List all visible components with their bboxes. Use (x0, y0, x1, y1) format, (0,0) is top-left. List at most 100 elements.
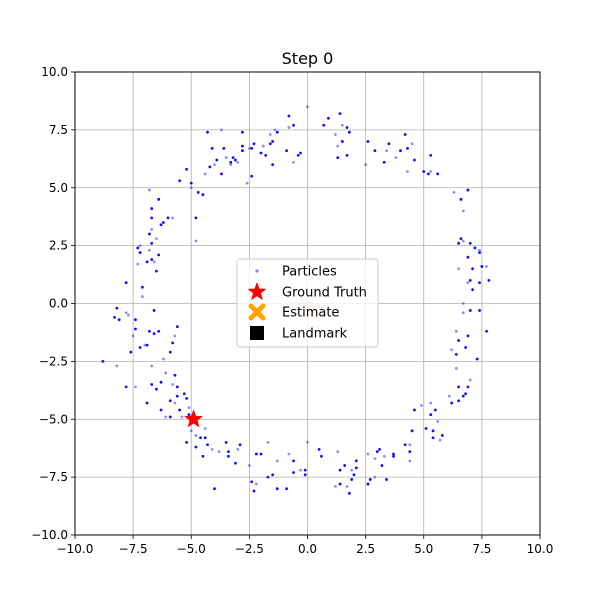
particle-point (138, 251, 142, 254)
particle-point (199, 436, 202, 440)
particle-point (320, 454, 323, 458)
particle-point (468, 241, 472, 245)
particle-point (392, 452, 395, 456)
particle-point (206, 130, 209, 134)
y-tick-label: −7.5 (39, 470, 68, 484)
particle-point (461, 302, 465, 305)
particle-point (203, 427, 207, 430)
particle-point (254, 482, 258, 486)
particle-point (336, 450, 340, 454)
particle-point (366, 482, 370, 486)
particle-point (136, 262, 140, 266)
particle-point (124, 281, 128, 285)
particle-point (303, 468, 307, 472)
particle-point (487, 278, 491, 282)
particle-point (459, 237, 463, 241)
particles-series (101, 105, 491, 495)
particle-point (150, 216, 154, 220)
particle-point (208, 165, 212, 169)
particle-point (399, 149, 402, 153)
particle-point (241, 144, 244, 148)
particle-point (408, 443, 412, 447)
particle-point (340, 140, 344, 143)
particle-point (194, 434, 198, 437)
particle-point (185, 397, 189, 400)
particle-point (285, 487, 288, 491)
particle-point (454, 366, 458, 370)
particle-point (466, 281, 470, 285)
particle-point (410, 429, 414, 433)
y-tick-label: 7.5 (49, 123, 68, 137)
particle-point (433, 408, 437, 412)
particle-point (245, 181, 249, 185)
y-tick-label: 0.0 (49, 297, 68, 311)
particle-point (150, 241, 154, 245)
particle-point (334, 484, 337, 488)
particle-point (338, 468, 342, 472)
particle-point (150, 207, 154, 210)
legend-swatch-ground-truth (247, 282, 267, 301)
particle-point (148, 329, 151, 333)
particle-point (478, 281, 481, 285)
legend-swatch-estimate (248, 303, 266, 321)
particle-point (340, 123, 344, 127)
particle-point (189, 186, 193, 190)
x-tick-label: 5.0 (414, 542, 433, 556)
particle-point (275, 487, 279, 491)
particle-point (164, 371, 168, 375)
particle-point (364, 163, 368, 167)
particle-point (220, 128, 223, 132)
particle-point (148, 232, 151, 236)
particle-point (471, 288, 474, 292)
particle-point (287, 114, 291, 118)
particle-point (408, 459, 412, 463)
particle-point (145, 343, 149, 347)
particle-point (350, 478, 354, 481)
particle-point (457, 385, 461, 389)
particle-point (261, 144, 265, 148)
particle-point (236, 447, 240, 451)
particle-point (429, 170, 433, 173)
particle-point (292, 459, 295, 463)
particle-point (252, 142, 256, 146)
particle-point (150, 258, 154, 261)
particle-point (454, 353, 458, 356)
particle-point (148, 248, 151, 252)
particle-point (292, 471, 295, 474)
particle-point (271, 473, 275, 477)
particle-point (406, 170, 409, 173)
particle-point (306, 441, 309, 444)
particle-point (159, 408, 163, 412)
particle-point (392, 454, 395, 458)
particle-point (413, 408, 416, 412)
y-tick-label: 2.5 (49, 239, 68, 253)
particle-point (152, 260, 156, 264)
particle-point (473, 246, 477, 250)
particle-point (247, 464, 251, 467)
particle-point (292, 123, 295, 127)
particle-point (373, 457, 377, 461)
particle-point (189, 181, 193, 185)
particle-point (480, 265, 484, 268)
particle-point (475, 357, 479, 361)
legend-swatch-landmark (250, 326, 264, 340)
y-tick-label: 5.0 (49, 181, 68, 195)
particle-point (215, 158, 219, 162)
particle-point (459, 197, 463, 201)
particle-point (427, 172, 430, 176)
particle-point (201, 454, 205, 458)
particle-point (354, 459, 358, 463)
particle-point (336, 156, 340, 160)
particle-point (271, 163, 275, 167)
particle-point (431, 429, 435, 433)
particle-point (287, 452, 291, 456)
particle-point (254, 452, 258, 456)
particle-point (234, 461, 237, 465)
particle-point (485, 265, 488, 268)
particle-point (296, 153, 300, 157)
particle-point (124, 311, 128, 315)
particle-point (136, 246, 140, 250)
particle-point (478, 248, 481, 252)
particle-point (224, 441, 228, 444)
particle-point (457, 339, 461, 342)
